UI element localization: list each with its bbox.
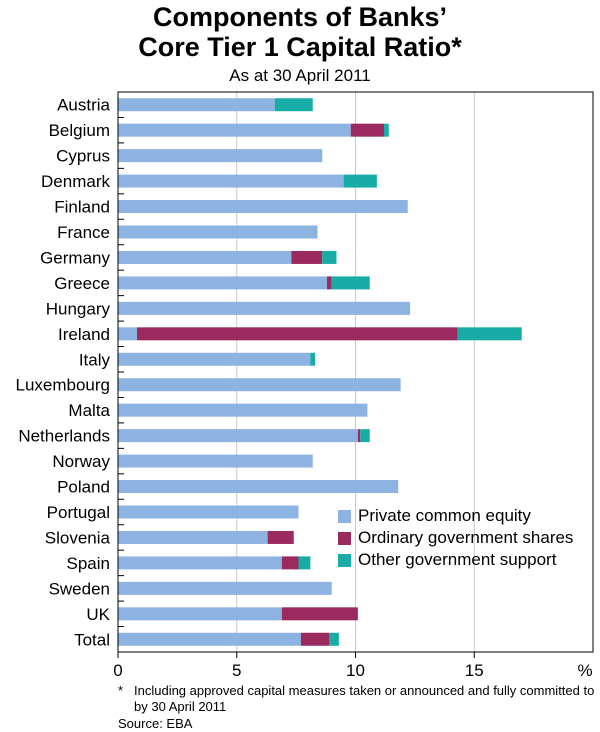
category-label: Luxembourg <box>15 376 110 395</box>
bar-segment-0 <box>118 225 318 239</box>
category-label: Denmark <box>41 172 110 191</box>
category-label: Slovenia <box>45 528 111 547</box>
category-label: Belgium <box>49 121 110 140</box>
plot-frame <box>117 91 594 653</box>
bar-segment-0 <box>118 98 275 112</box>
category-label: Sweden <box>49 579 110 598</box>
bar-segment-0 <box>118 581 332 595</box>
bar-segment-0 <box>118 352 311 366</box>
footnote-marker: * <box>118 683 124 698</box>
category-label: France <box>57 223 110 242</box>
chart-title-line-1: Components of Banks’ <box>152 2 448 32</box>
bar-segment-2 <box>343 174 377 188</box>
category-label: Austria <box>57 96 110 115</box>
bar-segment-2 <box>360 429 370 443</box>
bar-segment-1 <box>291 250 323 264</box>
category-label: Italy <box>79 350 111 369</box>
category-labels: Austria Belgium Cyprus Denmark Finland France… <box>15 96 124 649</box>
category-label: Poland <box>57 478 110 497</box>
x-tick-label-10: 10 <box>346 661 365 680</box>
bar-segment-1 <box>137 327 458 341</box>
legend-label-2: Other government support <box>358 550 557 569</box>
bar-segment-1 <box>267 530 294 544</box>
category-label: Greece <box>54 274 110 293</box>
legend-swatch-0 <box>338 510 351 523</box>
bars <box>118 98 522 646</box>
bar-segment-0 <box>118 200 408 214</box>
legend-label-1: Ordinary government shares <box>358 528 573 547</box>
bar-segment-2 <box>329 632 339 646</box>
bar-segment-0 <box>118 123 351 137</box>
bar-segment-0 <box>118 556 282 570</box>
category-label: Ireland <box>58 325 110 344</box>
x-tick-label-0: 0 <box>113 661 122 680</box>
bar-segment-0 <box>118 632 301 646</box>
bar-segment-0 <box>118 301 411 315</box>
category-label: Cyprus <box>56 147 110 166</box>
bar-segment-1 <box>281 556 299 570</box>
category-label: Norway <box>52 452 110 471</box>
category-label: UK <box>86 605 110 624</box>
source-note: Source: EBA <box>118 716 193 731</box>
bar-segment-0 <box>118 607 282 621</box>
legend: Private common equity Ordinary government… <box>338 506 573 569</box>
x-tick-label-15: 15 <box>465 661 484 680</box>
bar-segment-1 <box>300 632 330 646</box>
chart-subtitle: As at 30 April 2011 <box>229 66 371 85</box>
bar-segment-2 <box>310 352 316 366</box>
category-label: Hungary <box>46 299 111 318</box>
footnote-text: Including approved capital measures take… <box>134 683 595 714</box>
bar-segment-0 <box>118 530 268 544</box>
bar-segment-2 <box>457 327 522 341</box>
bar-segment-0 <box>118 480 399 494</box>
category-label: Netherlands <box>18 427 110 446</box>
bar-segment-2 <box>274 98 313 112</box>
bar-segment-0 <box>118 429 358 443</box>
bar-segment-0 <box>118 403 368 417</box>
bar-segment-2 <box>331 276 370 290</box>
bar-segment-0 <box>118 378 401 392</box>
bar-segment-1 <box>327 276 332 290</box>
bar-segment-0 <box>118 327 137 341</box>
bar-segment-1 <box>281 607 358 621</box>
bar-segment-0 <box>118 250 292 264</box>
x-axis-ticks: 0 5 10 15 <box>113 652 484 680</box>
bar-segment-1 <box>350 123 384 137</box>
legend-label-0: Private common equity <box>358 506 531 525</box>
bar-segment-2 <box>322 250 337 264</box>
category-label: Malta <box>68 401 110 420</box>
bar-segment-0 <box>118 149 323 163</box>
category-label: Spain <box>67 554 110 573</box>
category-label: Portugal <box>47 503 110 522</box>
bar-segment-0 <box>118 454 313 468</box>
chart-title-line-2: Core Tier 1 Capital Ratio* <box>138 32 462 62</box>
category-label: Finland <box>54 198 110 217</box>
bar-chart: Austria Belgium Cyprus Denmark Finland France… <box>15 91 594 680</box>
bar-segment-0 <box>118 174 344 188</box>
legend-swatch-2 <box>338 554 351 567</box>
bar-segment-2 <box>298 556 311 570</box>
category-label: Germany <box>40 248 110 267</box>
bar-segment-0 <box>118 505 299 519</box>
bar-segment-0 <box>118 276 327 290</box>
bar-segment-1 <box>357 429 361 443</box>
category-label: Total <box>74 630 110 649</box>
x-axis-unit-label: % <box>577 661 592 680</box>
x-tick-label-5: 5 <box>232 661 241 680</box>
bar-segment-2 <box>384 123 389 137</box>
legend-swatch-1 <box>338 532 351 545</box>
